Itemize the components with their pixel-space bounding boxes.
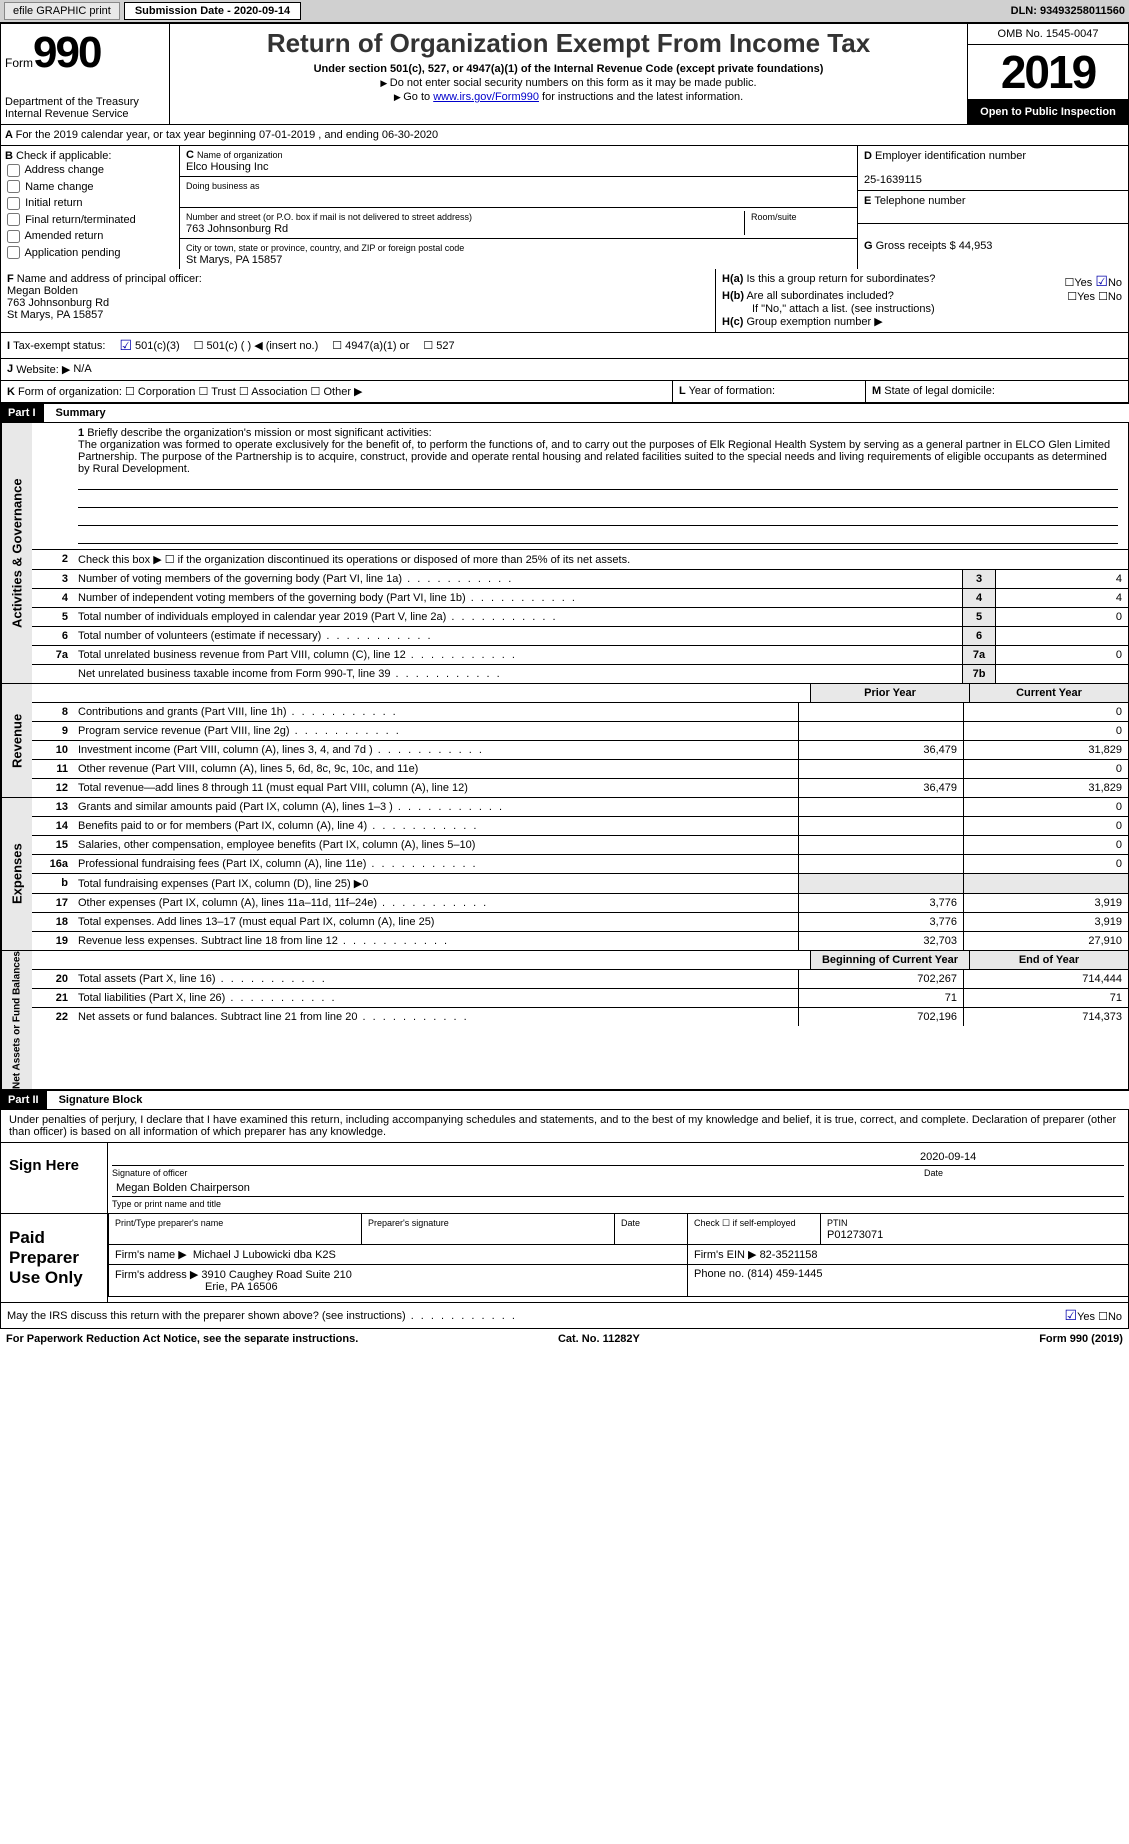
app-pending-cb[interactable] — [7, 246, 20, 259]
side-netassets: Net Assets or Fund Balances — [1, 951, 32, 1089]
address-grid: B Check if applicable: Address change Na… — [0, 146, 1129, 269]
page-footer: For Paperwork Reduction Act Notice, see … — [0, 1329, 1129, 1349]
website: N/A — [73, 363, 91, 376]
top-bar: efile GRAPHIC print Submission Date - 20… — [0, 0, 1129, 23]
firm-phone: (814) 459-1445 — [747, 1268, 822, 1280]
side-expenses: Expenses — [1, 798, 32, 950]
netassets-section: Net Assets or Fund Balances Beginning of… — [0, 951, 1129, 1090]
form-number: 990 — [33, 28, 100, 77]
goto-pre: Go to — [403, 91, 433, 103]
part-i-bar: Part ISummary — [0, 403, 1129, 423]
k-l-m-row: K Form of organization: ☐ Corporation ☐ … — [0, 381, 1129, 403]
discuss-row: May the IRS discuss this return with the… — [0, 1303, 1129, 1329]
name-change-cb[interactable] — [7, 180, 20, 193]
form-header: Form990 Department of the Treasury Inter… — [0, 23, 1129, 125]
address-change-cb[interactable] — [7, 164, 20, 177]
side-governance: Activities & Governance — [1, 423, 32, 683]
part-ii-bar: Part IISignature Block — [0, 1090, 1129, 1110]
ptin: P01273071 — [827, 1229, 883, 1241]
signature-block: Under penalties of perjury, I declare th… — [0, 1110, 1129, 1303]
officer-name: Megan Bolden — [7, 285, 78, 297]
mission-text: The organization was formed to operate e… — [78, 439, 1110, 475]
omb-number: OMB No. 1545-0047 — [968, 24, 1128, 45]
amended-cb[interactable] — [7, 230, 20, 243]
goto-post: for instructions and the latest informat… — [539, 91, 743, 103]
street-address: 763 Johnsonburg Rd — [186, 223, 288, 235]
efile-print-button[interactable]: efile GRAPHIC print — [4, 2, 120, 20]
firm-name: Michael J Lubowicki dba K2S — [193, 1249, 336, 1261]
form-title: Return of Organization Exempt From Incom… — [174, 28, 963, 59]
website-row: J Website: ▶ N/A — [0, 359, 1129, 381]
initial-return-cb[interactable] — [7, 197, 20, 210]
final-return-cb[interactable] — [7, 213, 20, 226]
submission-date: Submission Date - 2020-09-14 — [124, 2, 301, 20]
tax-year-range: For the 2019 calendar year, or tax year … — [16, 129, 439, 141]
revenue-section: Revenue Prior YearCurrent Year 8Contribu… — [0, 684, 1129, 798]
department: Department of the Treasury Internal Reve… — [5, 96, 139, 120]
row-a: A For the 2019 calendar year, or tax yea… — [0, 125, 1129, 146]
form-subtitle: Under section 501(c), 527, or 4947(a)(1)… — [174, 63, 963, 75]
org-name: Elco Housing Inc — [186, 161, 269, 173]
form990-link[interactable]: www.irs.gov/Form990 — [433, 91, 539, 103]
form-label: Form — [5, 56, 33, 70]
dln: DLN: 93493258011560 — [1011, 5, 1125, 17]
tax-year: 2019 — [968, 45, 1128, 100]
sign-here-label: Sign Here — [1, 1143, 108, 1213]
row-f-h: F Name and address of principal officer:… — [0, 269, 1129, 333]
perjury-declaration: Under penalties of perjury, I declare th… — [1, 1110, 1128, 1142]
side-revenue: Revenue — [1, 684, 32, 797]
activities-governance: Activities & Governance 1 Briefly descri… — [0, 423, 1129, 684]
paid-preparer-label: Paid Preparer Use Only — [1, 1214, 108, 1302]
expenses-section: Expenses 13Grants and similar amounts pa… — [0, 798, 1129, 951]
firm-ein: 82-3521158 — [760, 1249, 818, 1261]
tax-exempt-row: I Tax-exempt status: ☑ 501(c)(3) ☐ 501(c… — [0, 333, 1129, 359]
v3: 4 — [995, 570, 1128, 588]
ein: 25-1639115 — [864, 174, 922, 186]
check-applicable: Check if applicable: — [16, 150, 111, 162]
gross-receipts: 44,953 — [959, 240, 993, 252]
ssn-note: Do not enter social security numbers on … — [174, 77, 963, 89]
city-state-zip: St Marys, PA 15857 — [186, 254, 282, 266]
open-inspection: Open to Public Inspection — [968, 100, 1128, 124]
officer-sig-name: Megan Bolden Chairperson — [112, 1180, 1124, 1197]
